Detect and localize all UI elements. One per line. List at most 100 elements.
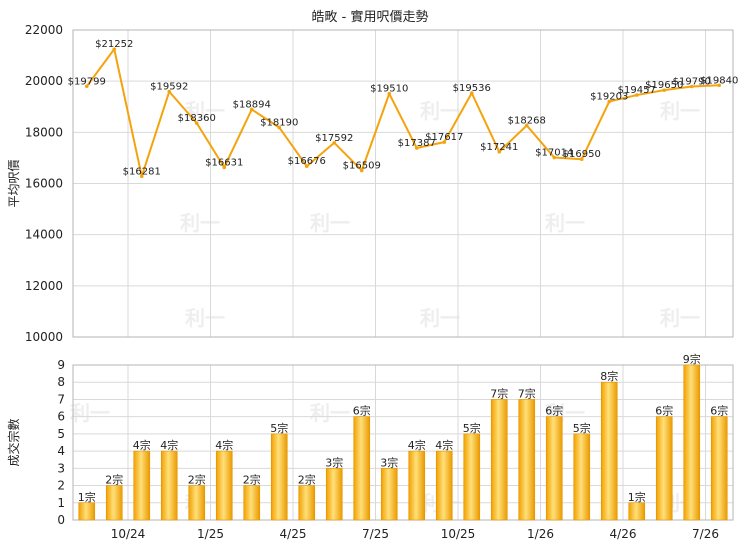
transactions-bar <box>600 381 618 521</box>
transactions-bar <box>380 468 398 521</box>
bar-xtick-label: 1/26 <box>527 527 554 541</box>
transactions-bar <box>188 485 206 521</box>
bar-ytick-label: 7 <box>57 392 65 406</box>
price-point <box>579 157 584 161</box>
bar-plot-frame <box>72 364 734 521</box>
bar-ytick-label: 0 <box>57 513 65 527</box>
bar-xtick-label: 4/25 <box>280 527 307 541</box>
transactions-bar <box>628 502 646 521</box>
watermark-text: 利一 <box>310 401 350 425</box>
bar-ytick-label: 6 <box>57 410 65 424</box>
bar-ytick-label: 2 <box>57 479 65 493</box>
transactions-data-label: 5宗 <box>270 421 288 435</box>
line-ytick-label: 10000 <box>25 330 63 344</box>
transactions-data-label: 2宗 <box>298 473 316 487</box>
price-point <box>634 93 639 97</box>
price-point <box>277 125 282 130</box>
transactions-bar <box>655 416 673 521</box>
chart-title: 皓畋 - 實用呎價走勢 <box>311 10 429 25</box>
transactions-data-label: 6宗 <box>655 404 673 418</box>
transactions-data-label: 5宗 <box>463 421 481 435</box>
bar-ytick-label: 5 <box>57 427 65 441</box>
price-data-label: $16281 <box>123 166 161 177</box>
bar-ylabel: 成交宗數 <box>6 418 21 466</box>
price-point <box>442 140 447 144</box>
price-data-label: $19799 <box>68 76 106 87</box>
transactions-data-label: 4宗 <box>408 438 426 452</box>
transactions-data-label: 3宗 <box>380 455 398 469</box>
transactions-data-label: 6宗 <box>710 404 728 418</box>
transactions-bar <box>463 433 481 521</box>
watermark-text: 利一 <box>420 99 460 123</box>
price-data-label: $18894 <box>233 99 271 110</box>
line-ytick-label: 18000 <box>25 125 63 139</box>
transactions-bar <box>325 468 343 521</box>
price-data-label: $17241 <box>480 142 518 153</box>
price-point <box>304 164 309 169</box>
transactions-data-label: 4宗 <box>160 438 178 452</box>
price-data-label: $17387 <box>398 138 436 149</box>
price-point <box>524 123 529 128</box>
transactions-bar <box>545 416 563 521</box>
transactions-data-label: 1宗 <box>78 490 96 504</box>
price-point <box>112 47 117 51</box>
price-data-label: $17617 <box>425 132 463 143</box>
transactions-data-label: 6宗 <box>353 404 371 418</box>
transactions-data-label: 6宗 <box>545 404 563 418</box>
price-data-label: $16950 <box>563 149 601 160</box>
price-data-label: $19457 <box>618 85 656 96</box>
transactions-bar <box>490 399 508 521</box>
transactions-data-label: 9宗 <box>683 352 701 366</box>
price-data-label: $21252 <box>95 39 133 50</box>
transactions-data-label: 1宗 <box>628 490 646 504</box>
bar-ytick-label: 9 <box>57 358 65 372</box>
transactions-data-label: 4宗 <box>435 438 453 452</box>
price-point <box>387 91 392 96</box>
transactions-bar <box>160 450 178 521</box>
transactions-bar <box>435 450 453 521</box>
transactions-bar <box>270 433 288 521</box>
transactions-data-label: 2宗 <box>105 473 123 487</box>
bar-xtick-label: 10/25 <box>441 527 476 541</box>
bar-ytick-label: 8 <box>57 375 65 389</box>
transactions-bar <box>105 485 123 521</box>
line-ytick-label: 20000 <box>25 74 63 88</box>
transactions-bar <box>683 364 701 521</box>
transactions-data-label: 2宗 <box>243 473 261 487</box>
bar-xtick-label: 7/25 <box>362 527 389 541</box>
transactions-data-label: 2宗 <box>188 473 206 487</box>
watermark-text: 利一 <box>660 306 700 330</box>
price-point <box>497 149 502 154</box>
price-point <box>249 107 254 112</box>
transactions-data-label: 4宗 <box>215 438 233 452</box>
watermark-text: 利一 <box>660 99 700 123</box>
price-data-label: $18190 <box>260 117 298 128</box>
price-data-label: $19510 <box>370 84 408 95</box>
price-point <box>469 91 474 95</box>
transactions-bar <box>133 450 151 521</box>
line-plot-frame <box>72 29 734 338</box>
transactions-data-label: 8宗 <box>600 369 618 383</box>
price-point <box>717 83 722 88</box>
price-data-label: $19840 <box>700 75 738 86</box>
watermark-text: 利一 <box>420 306 460 330</box>
transactions-bar <box>408 450 426 521</box>
line-ytick-label: 14000 <box>25 228 63 242</box>
price-point <box>689 84 694 89</box>
transactions-bar <box>710 416 728 521</box>
transactions-data-label: 7宗 <box>490 386 508 400</box>
price-data-label: $19650 <box>645 80 683 91</box>
price-data-label: $16631 <box>205 157 243 168</box>
price-point <box>222 165 227 170</box>
transactions-data-label: 5宗 <box>573 421 591 435</box>
watermark-text: 利一 <box>545 211 585 235</box>
transactions-bar <box>215 450 233 521</box>
transactions-bar <box>518 399 536 521</box>
price-data-label: $19790 <box>673 77 711 88</box>
transactions-data-label: 7宗 <box>518 386 536 400</box>
line-ytick-label: 16000 <box>25 177 63 191</box>
bar-xtick-label: 4/26 <box>610 527 637 541</box>
bar-xtick-label: 7/26 <box>692 527 719 541</box>
watermark-text: 利一 <box>185 306 225 330</box>
